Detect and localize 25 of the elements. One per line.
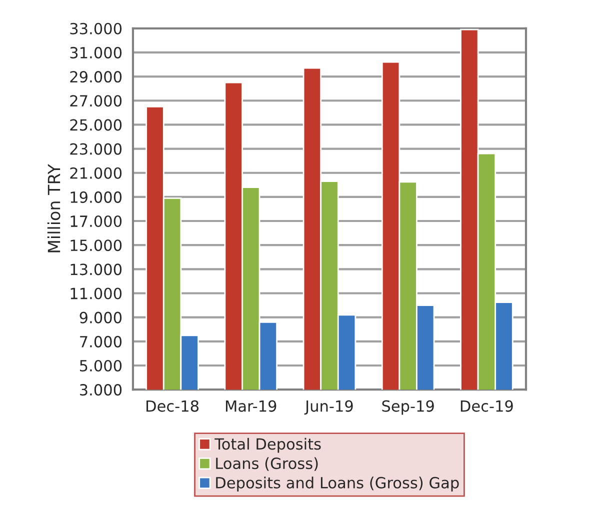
y-tick-label: 11.000 — [70, 288, 122, 300]
y-tick-label: 29.000 — [70, 71, 122, 83]
y-tick-label: 17.000 — [70, 215, 122, 228]
x-tick-label: Dec-18 — [146, 400, 198, 412]
y-tick-label: 3.000 — [80, 384, 122, 396]
y-tick-label: 13.000 — [70, 264, 122, 276]
y-tick-label: 21.000 — [70, 167, 122, 179]
y-tick-label: 5.000 — [80, 360, 122, 372]
y-tick-label: 33.000 — [70, 22, 122, 34]
y-tick-label: 15.000 — [70, 240, 122, 252]
y-tick-label: 19.000 — [70, 191, 122, 203]
x-tick-label: Jun-19 — [304, 400, 353, 415]
y-tick-label: 27.000 — [70, 95, 122, 107]
y-tick-label: 31.000 — [70, 46, 122, 58]
legend-label: Loans (Gross) — [216, 457, 318, 471]
y-tick-label: 7.000 — [80, 336, 122, 348]
x-tick-label: Dec-19 — [460, 400, 513, 412]
legend-label: Deposits and Loans (Gross) Gap — [216, 476, 459, 492]
legend-label: Total Deposits — [214, 438, 321, 453]
x-tick-label: Mar-19 — [226, 400, 276, 412]
y-tick-label: 23.000 — [70, 143, 122, 155]
y-tick-label: 25.000 — [70, 119, 122, 131]
y-axis-title: Million TRY — [47, 164, 60, 252]
y-tick-label: 9.000 — [80, 312, 122, 324]
x-tick-label: Sep-19 — [382, 400, 434, 415]
